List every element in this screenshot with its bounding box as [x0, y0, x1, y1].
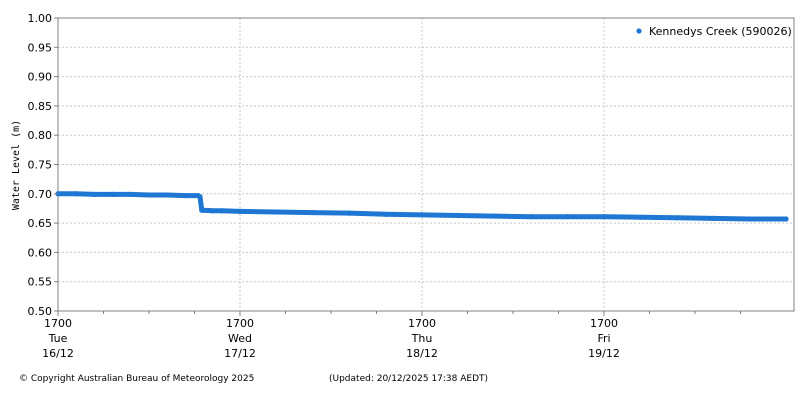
- data-point: [674, 215, 680, 221]
- y-tick-label: 0.95: [28, 41, 53, 54]
- data-point: [710, 215, 716, 222]
- data-point: [182, 192, 188, 199]
- y-tick-label: 0.90: [28, 71, 53, 84]
- updated-timestamp: (Updated: 20/12/2025 17:38 AEDT): [329, 374, 489, 384]
- data-point: [492, 213, 498, 219]
- x-tick-label: 1700: [44, 317, 72, 330]
- data-point: [346, 210, 352, 216]
- y-tick-label: 0.75: [28, 159, 53, 172]
- data-point: [164, 192, 170, 198]
- x-tick-label: 1700: [408, 317, 436, 330]
- x-tick-label: Thu: [411, 332, 433, 345]
- y-tick-label: 0.60: [28, 246, 53, 259]
- data-point: [210, 208, 216, 214]
- data-point: [237, 208, 243, 214]
- y-tick-label: 0.85: [28, 100, 53, 113]
- series-layer: [55, 191, 789, 222]
- copyright-notice: © Copyright Australian Bureau of Meteoro…: [19, 374, 255, 384]
- y-tick-label: 0.80: [28, 129, 53, 142]
- x-tick-label: 1700: [590, 317, 618, 330]
- data-point: [273, 209, 279, 215]
- data-point: [110, 191, 116, 197]
- data-point: [146, 192, 152, 198]
- data-point: [383, 211, 389, 217]
- x-tick-label: 17/12: [224, 347, 256, 360]
- axes: 0.50 0.55 0.60 0.65 0.70 0.75 0.80 0.85 0.90 0.95…: [28, 12, 741, 360]
- data-point: [783, 216, 789, 222]
- data-point: [310, 209, 316, 216]
- legend-label: Kennedys Creek (590026): [649, 25, 792, 38]
- x-tick-label: 1700: [226, 317, 254, 330]
- x-tick-label: Fri: [597, 332, 610, 345]
- x-tick-label: 18/12: [406, 347, 438, 360]
- x-tick-label: 16/12: [42, 347, 74, 360]
- x-tick-label: 19/12: [588, 347, 620, 360]
- data-point: [73, 191, 79, 197]
- y-tick-label: 1.00: [28, 12, 53, 25]
- y-axis-label: Water Level (m): [11, 120, 22, 210]
- y-tick-label: 0.50: [28, 305, 53, 318]
- data-point: [565, 214, 571, 220]
- y-tick-label: 0.65: [28, 217, 53, 230]
- x-tick-label: Wed: [228, 332, 252, 345]
- data-point: [637, 214, 644, 220]
- data-point: [91, 191, 97, 197]
- data-point: [219, 208, 225, 214]
- x-tick-label: Tue: [48, 332, 68, 345]
- data-point: [455, 212, 461, 219]
- legend: Kennedys Creek (590026): [636, 25, 792, 38]
- data-point: [528, 214, 534, 220]
- data-point: [201, 207, 207, 213]
- y-tick-label: 0.55: [28, 276, 53, 289]
- legend-marker: [636, 28, 642, 34]
- y-tick-label: 0.70: [28, 188, 53, 201]
- series-trace: [55, 191, 789, 222]
- data-point: [197, 194, 203, 200]
- data-point: [601, 214, 607, 220]
- data-point: [747, 216, 753, 222]
- grid: [58, 18, 794, 311]
- data-point: [128, 191, 134, 197]
- data-point: [419, 212, 425, 218]
